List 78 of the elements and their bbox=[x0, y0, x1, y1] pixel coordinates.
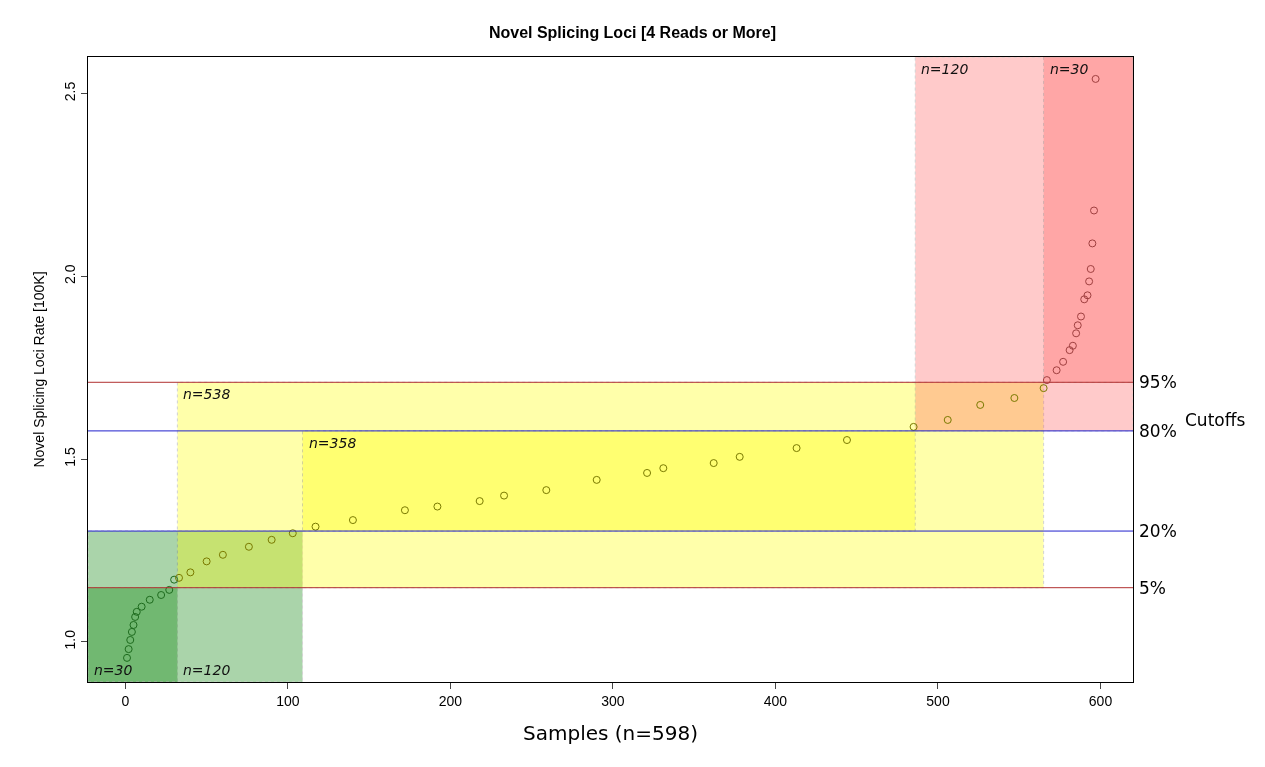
point bbox=[288, 529, 297, 538]
point bbox=[311, 522, 320, 531]
point bbox=[1083, 291, 1092, 300]
point bbox=[157, 591, 166, 600]
point bbox=[909, 422, 918, 431]
point bbox=[433, 502, 442, 511]
point bbox=[175, 573, 184, 582]
x-tick-label: 600 bbox=[1088, 692, 1113, 709]
point bbox=[129, 620, 138, 629]
point bbox=[127, 627, 136, 636]
point bbox=[1042, 376, 1051, 385]
y-tick-label: 1.5 bbox=[62, 447, 79, 467]
chart-title: Novel Splicing Loci [4 Reads or More] bbox=[488, 24, 777, 42]
x-tick-label: 200 bbox=[438, 692, 463, 709]
point bbox=[186, 568, 195, 577]
point bbox=[792, 444, 801, 453]
text: 20% bbox=[1139, 521, 1177, 541]
y-tick-label: 2.5 bbox=[62, 81, 79, 102]
point bbox=[659, 464, 668, 473]
point bbox=[1073, 321, 1082, 330]
point bbox=[348, 516, 357, 525]
point bbox=[1086, 264, 1095, 273]
point bbox=[131, 612, 140, 621]
point bbox=[267, 535, 276, 544]
point bbox=[1039, 384, 1048, 393]
x-axis-title: Samples (n=598) bbox=[523, 721, 698, 746]
point bbox=[842, 436, 851, 445]
band-label: n=120 bbox=[183, 662, 231, 678]
point bbox=[170, 575, 179, 584]
text: 80% bbox=[1139, 421, 1177, 441]
band-label: n=120 bbox=[921, 61, 969, 77]
point bbox=[218, 550, 227, 559]
point bbox=[1076, 312, 1085, 321]
point bbox=[1085, 277, 1094, 286]
point bbox=[137, 602, 146, 611]
point bbox=[132, 607, 141, 616]
x-tick-label: 300 bbox=[601, 692, 625, 709]
point bbox=[124, 645, 133, 654]
text: 5% bbox=[1139, 578, 1166, 598]
point bbox=[165, 585, 174, 594]
point bbox=[400, 506, 409, 515]
point bbox=[1059, 357, 1068, 366]
point bbox=[1065, 346, 1074, 355]
text: Cutoffs bbox=[1185, 410, 1246, 430]
x-tick-label: 400 bbox=[763, 692, 788, 709]
point bbox=[1080, 295, 1089, 304]
point bbox=[1088, 239, 1097, 248]
point bbox=[244, 542, 253, 551]
point bbox=[592, 475, 601, 484]
band-label: n=30 bbox=[1050, 61, 1089, 77]
point bbox=[500, 491, 509, 500]
x-tick-label: 100 bbox=[276, 692, 300, 709]
text: 95% bbox=[1139, 372, 1177, 392]
y-axis-title: Novel Splicing Loci Rate [100K] bbox=[31, 271, 47, 468]
point bbox=[475, 497, 484, 506]
band-label: n=30 bbox=[94, 662, 133, 678]
point bbox=[1072, 329, 1081, 338]
point bbox=[943, 415, 952, 424]
point bbox=[735, 452, 744, 461]
point bbox=[1090, 206, 1098, 215]
y-tick-label: 2.0 bbox=[62, 264, 79, 284]
x-tick-label: 500 bbox=[926, 692, 950, 709]
point bbox=[709, 459, 718, 468]
point bbox=[123, 653, 131, 662]
point bbox=[976, 400, 985, 409]
point bbox=[1068, 341, 1077, 350]
point bbox=[202, 557, 211, 566]
point bbox=[1091, 74, 1100, 83]
point bbox=[542, 486, 551, 495]
point bbox=[1010, 394, 1019, 403]
point bbox=[126, 635, 135, 644]
point bbox=[643, 468, 652, 477]
band-label: n=538 bbox=[183, 386, 231, 402]
x-tick-label: 0 bbox=[121, 692, 130, 709]
point bbox=[1052, 366, 1061, 375]
band-label: n=358 bbox=[309, 435, 357, 451]
point bbox=[145, 595, 154, 604]
y-tick-label: 1.0 bbox=[62, 629, 79, 650]
